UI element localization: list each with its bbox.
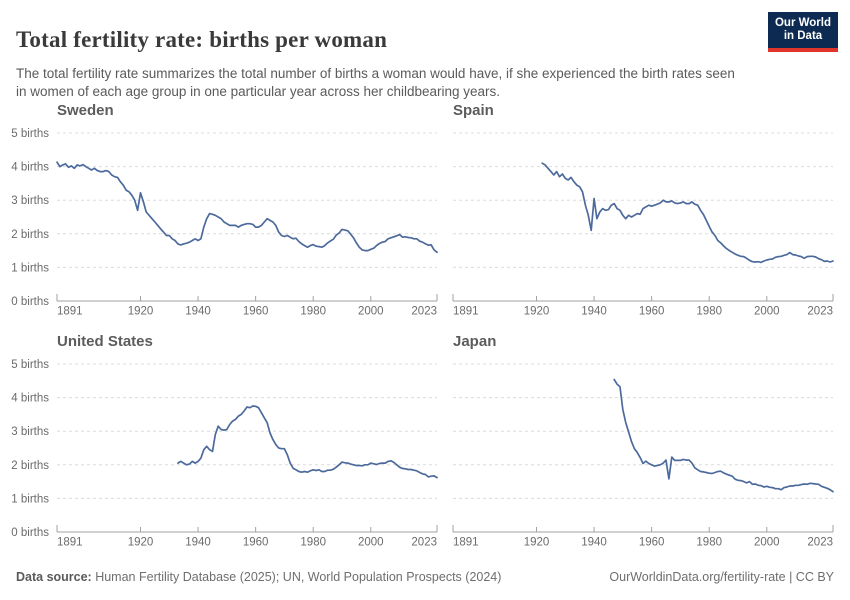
panel-title-spain: Spain [453, 102, 494, 119]
owid-logo[interactable]: Our World in Data [768, 12, 838, 52]
line-chart-svg: 1891 1920 1940 1960 1980 2000 2023 [452, 363, 834, 549]
x-tick-label: 2023 [807, 306, 833, 318]
fertility-chart-sweden: 1891 1920 1940 1960 1980 2000 2023 0 births 1 bi… [0, 128, 445, 326]
x-tick-label: 2023 [411, 537, 437, 549]
x-tick-label: 1891 [57, 537, 83, 549]
panel-title-japan: Japan [453, 333, 497, 350]
data-source-text: Human Fertility Database (2025); UN, Wor… [91, 570, 502, 584]
x-tick-label: 1960 [243, 306, 269, 318]
x-tick-label: 1920 [524, 537, 550, 549]
x-tick-label: 2000 [754, 306, 780, 318]
x-tick-label: 1980 [696, 537, 722, 549]
footer-citation-link[interactable]: OurWorldinData.org/fertility-rate | CC B… [609, 570, 834, 584]
fertility-chart-japan: 1891 1920 1940 1960 1980 2000 2023 [396, 359, 841, 557]
x-tick-label: 2000 [358, 306, 384, 318]
x-tick-label: 1960 [243, 537, 269, 549]
owid-logo-text-line1: Our World [774, 17, 831, 29]
x-tick-label: 2023 [807, 537, 833, 549]
data-source-label: Data source: [16, 570, 92, 584]
x-tick-label: 1980 [696, 306, 722, 318]
chart-subtitle: The total fertility rate summarizes the … [16, 65, 735, 99]
panel-title-sweden: Sweden [57, 102, 114, 119]
x-tick-label: 1920 [128, 537, 154, 549]
y-tick-label: 3 births [11, 195, 49, 207]
y-tick-label: 5 births [11, 128, 49, 140]
trend-line-united-states [177, 405, 438, 479]
x-tick-label: 1940 [581, 306, 607, 318]
owid-logo-text-line2: in Data [783, 30, 823, 42]
data-source-note: Data source: Human Fertility Database (2… [16, 570, 501, 584]
x-tick-label: 1940 [185, 537, 211, 549]
x-tick-label: 1891 [57, 306, 83, 318]
line-chart-svg: 1891 1920 1940 1960 1980 2000 2023 0 births 1 bi… [11, 359, 438, 549]
x-tick-label: 1920 [524, 306, 550, 318]
y-tick-label: 5 births [11, 359, 49, 371]
x-tick-label: 1960 [639, 537, 665, 549]
x-tick-label: 1920 [128, 306, 154, 318]
trend-line-sweden [56, 161, 438, 254]
chart-footer: Data source: Human Fertility Database (2… [16, 570, 834, 584]
y-tick-label: 1 births [11, 493, 49, 505]
x-tick-label: 2023 [411, 306, 437, 318]
panel-title-united-states: United States [57, 333, 153, 350]
y-tick-label: 1 births [11, 262, 49, 274]
x-tick-label: 1891 [453, 537, 479, 549]
x-tick-label: 2000 [358, 537, 384, 549]
y-tick-label: 2 births [11, 229, 49, 241]
line-chart-svg: 1891 1920 1940 1960 1980 2000 2023 [452, 132, 834, 318]
y-tick-label: 4 births [11, 393, 49, 405]
y-tick-label: 2 births [11, 460, 49, 472]
y-tick-label: 3 births [11, 426, 49, 438]
y-tick-label: 4 births [11, 162, 49, 174]
y-tick-label: 0 births [11, 296, 49, 308]
trend-line-japan [613, 378, 834, 493]
x-tick-label: 1980 [300, 537, 326, 549]
fertility-chart-spain: 1891 1920 1940 1960 1980 2000 2023 [396, 128, 841, 326]
x-tick-label: 1891 [453, 306, 479, 318]
x-tick-label: 1940 [185, 306, 211, 318]
y-tick-label: 0 births [11, 527, 49, 539]
x-tick-label: 1960 [639, 306, 665, 318]
fertility-chart-united-states: 1891 1920 1940 1960 1980 2000 2023 0 births 1 bi… [0, 359, 445, 557]
line-chart-svg: 1891 1920 1940 1960 1980 2000 2023 0 births 1 bi… [11, 128, 438, 318]
x-tick-label: 1940 [581, 537, 607, 549]
x-tick-label: 2000 [754, 537, 780, 549]
page-title: Total fertility rate: births per woman [16, 27, 388, 53]
x-tick-label: 1980 [300, 306, 326, 318]
trend-line-spain [541, 162, 834, 264]
